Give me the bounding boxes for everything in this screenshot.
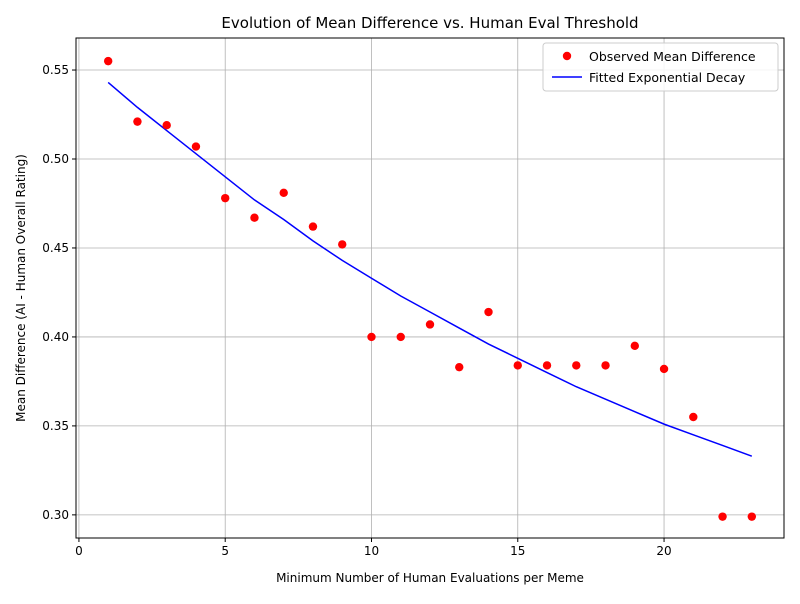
- legend: Observed Mean Difference Fitted Exponent…: [542, 42, 779, 92]
- y-tick-label: 0.40: [42, 330, 69, 344]
- observed-point: [455, 362, 464, 372]
- observed-point: [367, 332, 376, 342]
- y-tick-label: 0.50: [42, 152, 69, 166]
- y-axis-label: Mean Difference (AI - Human Overall Rati…: [14, 154, 28, 422]
- fitted-decay-line: [107, 81, 753, 457]
- observed-point: [718, 512, 727, 521]
- observed-point: [601, 361, 610, 370]
- observed-point: [484, 307, 493, 317]
- legend-label-fitted: Fitted Exponential Decay: [589, 70, 746, 85]
- legend-marker-observed: [562, 51, 572, 61]
- x-tick-label: 10: [364, 544, 379, 558]
- legend-box: [542, 42, 779, 92]
- observed-point: [191, 142, 201, 151]
- y-tick-label: 0.35: [42, 419, 69, 433]
- observed-point: [250, 213, 259, 222]
- observed-point: [425, 320, 435, 329]
- observed-point: [279, 188, 288, 198]
- observed-point: [103, 56, 113, 66]
- grid: [76, 38, 784, 538]
- observed-point: [396, 332, 405, 342]
- axis-ticks: 0 5 10 15 20 0.30 0.35 0.40 0.45 0.50 0.55: [42, 63, 671, 558]
- observed-point: [513, 361, 522, 370]
- observed-point: [162, 120, 171, 130]
- x-tick-label: 0: [75, 544, 83, 558]
- observed-point: [630, 341, 639, 351]
- legend-label-observed: Observed Mean Difference: [589, 49, 756, 64]
- observed-point: [133, 117, 142, 126]
- observed-point: [689, 412, 698, 422]
- observed-point: [659, 364, 669, 374]
- x-tick-label: 5: [221, 544, 229, 558]
- y-tick-label: 0.45: [42, 241, 69, 255]
- observed-point: [542, 361, 552, 370]
- plot-frame: [75, 37, 785, 539]
- plot-series: [103, 56, 757, 521]
- chart-title: Evolution of Mean Difference vs. Human E…: [221, 14, 638, 32]
- observed-point: [338, 240, 347, 249]
- y-tick-label: 0.30: [42, 508, 69, 522]
- observed-point: [308, 222, 318, 231]
- observed-point: [221, 193, 230, 203]
- x-tick-label: 20: [656, 544, 671, 558]
- y-tick-label: 0.55: [42, 63, 69, 77]
- x-tick-label: 15: [510, 544, 525, 558]
- x-axis-label: Minimum Number of Human Evaluations per …: [276, 571, 584, 585]
- observed-point: [572, 361, 581, 370]
- observed-point: [747, 512, 757, 521]
